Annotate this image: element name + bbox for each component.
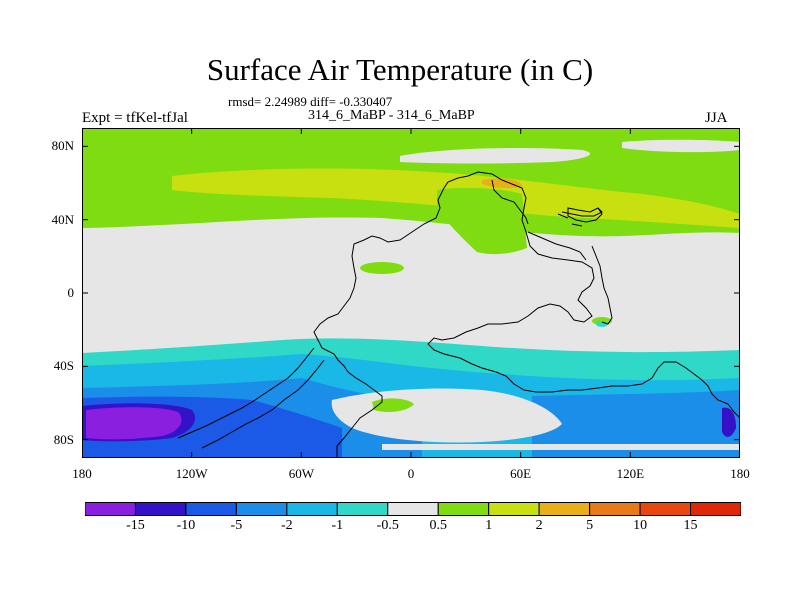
lat-tick-label: 40S (53, 358, 74, 374)
colorbar-label: 5 (586, 518, 594, 533)
season-label: JJA (705, 110, 728, 126)
colorbar-label: -2 (281, 518, 293, 533)
colorbar-label: -15 (126, 518, 145, 533)
coastline-east-peninsula (567, 207, 603, 223)
coastline-far-east-2 (591, 245, 613, 325)
coastline-west-ridge (177, 347, 315, 439)
field-antarctic-neutral-strip (382, 444, 740, 450)
colorbar-label: 15 (683, 518, 698, 533)
coastline-far-east (561, 207, 603, 217)
colorbar-label: 1 (485, 518, 493, 533)
coastlines (177, 171, 740, 458)
lon-tick-label: 0 (407, 466, 415, 481)
colorbar-label: -1 (331, 518, 344, 533)
colorbar-label: -0.5 (376, 518, 399, 533)
field-south-cool-6 (86, 407, 182, 440)
temperature-field (82, 128, 740, 458)
colorbar-swatch (336, 502, 389, 516)
colorbar-swatch (134, 502, 187, 516)
field-east-edge-blue (722, 407, 736, 437)
cases-label: 314_6_MaBP - 314_6_MaBP (308, 108, 475, 123)
colorbar-swatch (488, 502, 540, 516)
colorbar-label: -5 (230, 518, 243, 533)
colorbar-swatch (589, 502, 641, 516)
field-tropical-spot (360, 262, 404, 274)
colorbar-swatch (437, 502, 490, 516)
lat-tick-label: 80N (51, 138, 74, 154)
coastline-ne-block (491, 179, 529, 225)
lat-tick-label: 80S (53, 431, 74, 447)
colorbar-label: 0.5 (429, 518, 447, 533)
coastline-main-continent (313, 171, 740, 458)
experiment-label: Expt = tfKel-tfJal (82, 110, 188, 126)
colorbar-swatch (185, 502, 237, 516)
temperature-map (82, 128, 740, 458)
colorbar-label: 2 (535, 518, 543, 533)
colorbar-label: -10 (176, 518, 196, 533)
field-arctic-neutral-2 (622, 139, 740, 153)
lat-tick-label: 0 (67, 285, 75, 300)
colorbar-swatch (286, 502, 338, 516)
colorbar-label: 10 (633, 518, 648, 533)
stats-line: rmsd= 2.24989 diff= -0.330407 (228, 94, 393, 109)
colorbar (85, 502, 741, 516)
lon-tick-label: 120W (175, 466, 208, 481)
colorbar-swatch (690, 502, 741, 516)
field-continent-green (437, 187, 527, 255)
lon-tick-label: 60W (288, 466, 314, 481)
lon-tick-label: 60E (510, 466, 532, 481)
lat-tick-label: 40N (51, 211, 74, 227)
field-south-cool-3b (532, 390, 740, 458)
colorbar-swatch (85, 502, 136, 516)
lon-tick-label: 120E (616, 466, 645, 481)
chart-title: Surface Air Temperature (in C) (206, 52, 594, 87)
colorbar-swatch (235, 502, 288, 516)
coastline-west-ridge-2 (201, 359, 325, 449)
lon-tick-label: 180 (72, 466, 92, 481)
coastline-asia-east (527, 231, 587, 261)
field-arctic-neutral (400, 148, 591, 164)
field-tropical-spot-3 (596, 321, 608, 327)
colorbar-swatch (639, 502, 692, 516)
coastline-east-island-chain (557, 213, 583, 227)
lon-tick-label: 180 (730, 466, 750, 481)
tick-marks (82, 128, 740, 458)
colorbar-swatch (538, 502, 591, 516)
colorbar-swatch (387, 502, 439, 516)
